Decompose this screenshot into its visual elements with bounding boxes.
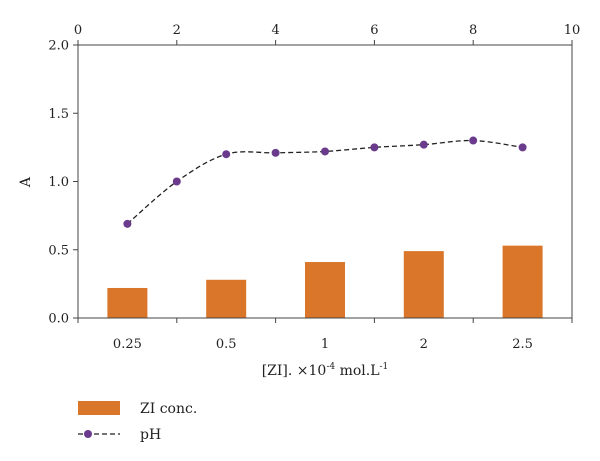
bar (503, 246, 543, 318)
ph-point (222, 150, 230, 158)
plot-area (107, 137, 542, 318)
ph-point (469, 137, 477, 145)
top-x-tick-label: 2 (173, 23, 181, 38)
x-axis-label-unit: mol.L (335, 363, 379, 379)
ph-point (123, 220, 131, 228)
x-tick-label: 0.5 (216, 337, 237, 352)
y-tick-label: 0.0 (48, 312, 69, 327)
bar (305, 262, 345, 318)
x-tick-label: 0.25 (113, 337, 142, 352)
y-tick-label: 1.0 (48, 175, 69, 190)
legend-swatch-zi-conc (78, 401, 120, 415)
bar (404, 251, 444, 318)
ph-point (420, 141, 428, 149)
top-x-tick-label: 4 (271, 23, 279, 38)
legend-marker-ph (84, 430, 92, 438)
x-tick-label: 1 (321, 337, 329, 352)
ph-point (272, 149, 280, 157)
ph-point (321, 147, 329, 155)
chart: 0.25 0.5 1 2 2.5 0.0 0.5 1.0 1.5 2.0 0 2 4 6 8 10 A [ZI… (0, 0, 600, 461)
y-axis-label: A (18, 176, 34, 188)
x-axis-label: [ZI]. ×10-4 mol.L-1 (262, 362, 389, 379)
x-tick-label: 2.5 (512, 337, 533, 352)
top-x-tick-label: 0 (74, 23, 82, 38)
y-tick-label: 2.0 (48, 39, 69, 54)
x-tick-label: 2 (420, 337, 428, 352)
ph-point (173, 178, 181, 186)
y-tick-label: 1.5 (48, 107, 69, 122)
legend: ZI conc. pH (78, 401, 197, 443)
x-axis-label-unit-exp: -1 (380, 362, 389, 372)
bar (206, 280, 246, 318)
top-x-tick-label: 6 (370, 23, 378, 38)
x-axis-label-exp: -4 (326, 362, 335, 372)
top-x-tick-label: 8 (469, 23, 477, 38)
ph-point (370, 143, 378, 151)
top-x-tick-label: 10 (564, 23, 581, 38)
bar (107, 288, 147, 318)
legend-label-ph: pH (140, 427, 161, 443)
y-tick-label: 0.5 (48, 243, 69, 258)
x-axis-label-main: [ZI]. ×10 (262, 363, 327, 379)
ph-point (519, 143, 527, 151)
legend-label-zi-conc: ZI conc. (140, 401, 197, 417)
